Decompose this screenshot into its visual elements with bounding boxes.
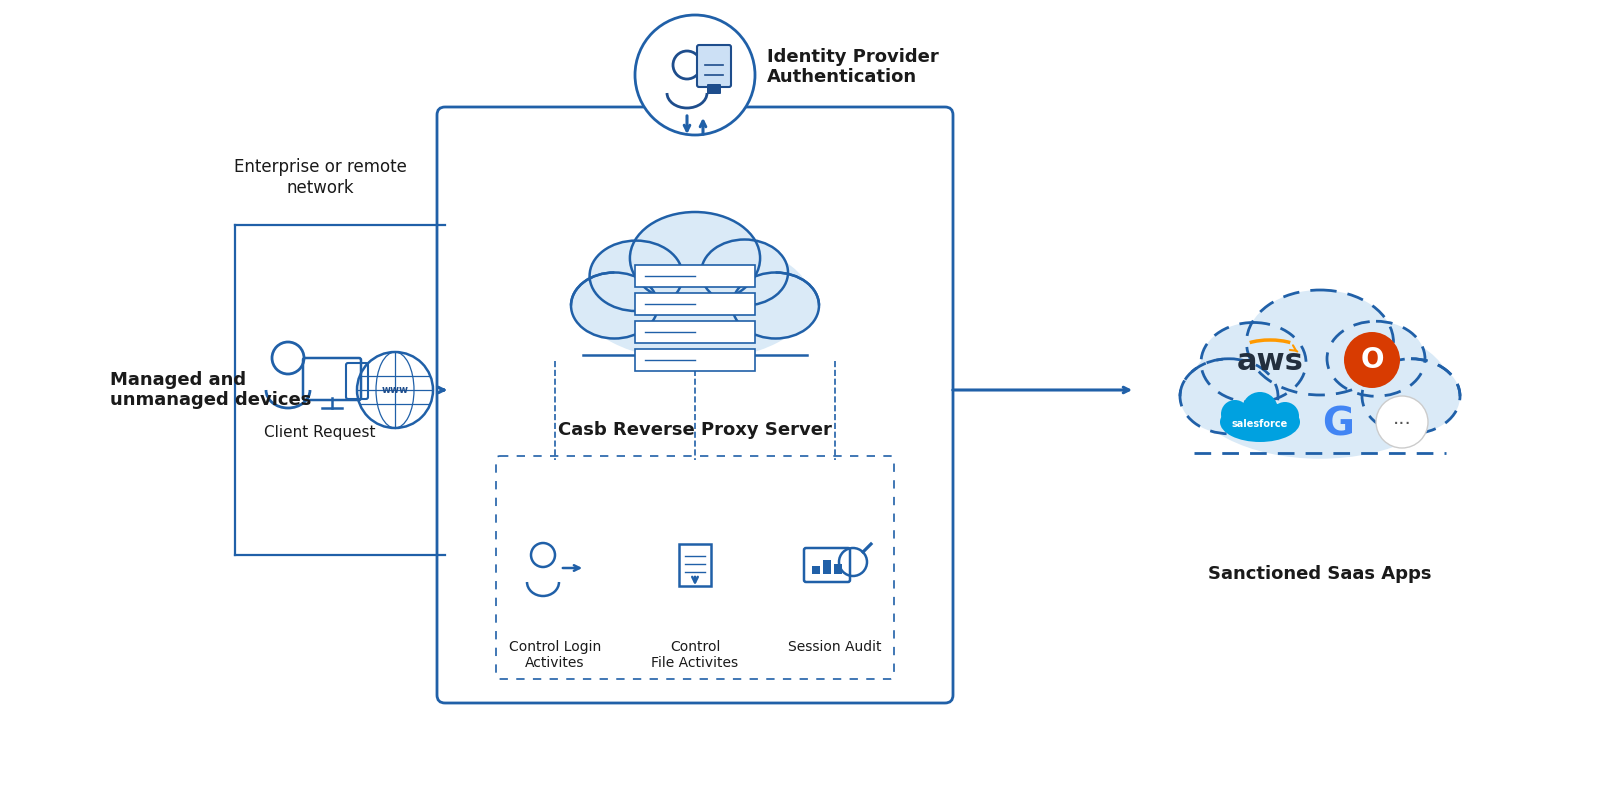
FancyBboxPatch shape	[697, 45, 731, 87]
Ellipse shape	[590, 241, 682, 311]
Text: Managed and
unmanaged devices: Managed and unmanaged devices	[110, 371, 311, 410]
Ellipse shape	[1362, 358, 1461, 434]
Text: salesforce: salesforce	[1232, 419, 1289, 429]
Ellipse shape	[579, 240, 810, 361]
Ellipse shape	[1328, 321, 1425, 396]
Ellipse shape	[571, 273, 658, 339]
Circle shape	[1344, 332, 1401, 388]
Bar	[823, 560, 832, 574]
Bar	[812, 566, 820, 574]
Text: Control
File Activites: Control File Activites	[652, 640, 739, 670]
FancyBboxPatch shape	[635, 349, 755, 371]
Ellipse shape	[702, 240, 788, 306]
Ellipse shape	[733, 273, 819, 339]
FancyBboxPatch shape	[438, 107, 953, 703]
Text: Client Request: Client Request	[264, 425, 376, 440]
Circle shape	[1271, 402, 1298, 430]
Ellipse shape	[1221, 402, 1300, 442]
Ellipse shape	[1188, 321, 1451, 459]
Bar	[833, 564, 841, 574]
Circle shape	[1376, 396, 1428, 448]
FancyBboxPatch shape	[707, 84, 721, 94]
Ellipse shape	[631, 212, 760, 304]
FancyBboxPatch shape	[635, 265, 755, 287]
FancyBboxPatch shape	[635, 321, 755, 343]
Circle shape	[635, 15, 755, 135]
FancyBboxPatch shape	[635, 293, 755, 315]
Text: Casb Reverse Proxy Server: Casb Reverse Proxy Server	[558, 421, 832, 439]
Text: ···: ···	[1392, 414, 1412, 434]
Text: Control Login
Activites: Control Login Activites	[509, 640, 601, 670]
Text: Identity Provider
Authentication: Identity Provider Authentication	[767, 48, 939, 86]
Ellipse shape	[1201, 322, 1307, 402]
Circle shape	[1242, 392, 1277, 428]
Text: www: www	[381, 385, 408, 395]
Ellipse shape	[1180, 358, 1277, 434]
Text: O: O	[1360, 346, 1384, 374]
Text: Enterprise or remote
network: Enterprise or remote network	[233, 158, 407, 197]
Text: Session Audit: Session Audit	[788, 640, 882, 654]
Circle shape	[1221, 400, 1250, 428]
Text: Sanctioned Saas Apps: Sanctioned Saas Apps	[1208, 565, 1431, 583]
Ellipse shape	[1247, 290, 1394, 395]
Text: aws: aws	[1237, 347, 1303, 376]
Text: G: G	[1323, 406, 1354, 444]
